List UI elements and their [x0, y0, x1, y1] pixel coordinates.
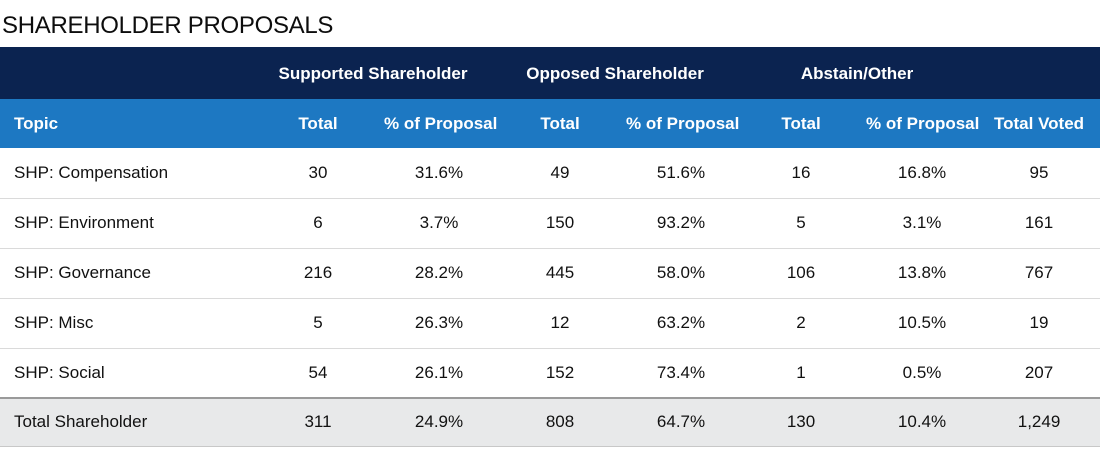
- topic-cell: SHP: Governance: [0, 248, 252, 299]
- group-header-spacer: [978, 47, 1100, 99]
- abstain-pct-cell: 10.5%: [866, 298, 979, 349]
- abstain-pct-cell: 16.8%: [866, 148, 979, 199]
- group-header-supported: Supported Shareholder: [278, 64, 468, 83]
- supported-pct-cell: 26.3%: [384, 298, 495, 349]
- table-row: SHP: Compensation 30 31.6% 49 51.6% 16 1…: [0, 148, 1100, 199]
- abstain-pct-cell: 13.8%: [866, 248, 979, 299]
- opposed-pct-cell: 51.6%: [626, 148, 737, 199]
- opposed-pct-cell: 73.4%: [626, 348, 737, 399]
- supported-pct-cell: 3.7%: [384, 198, 495, 249]
- table-row: SHP: Environment 6 3.7% 150 93.2% 5 3.1%…: [0, 198, 1100, 249]
- opposed-total-cell: 49: [494, 148, 627, 199]
- column-header-total-voted: Total Voted: [994, 113, 1085, 133]
- supported-pct-cell: 31.6%: [384, 148, 495, 199]
- opposed-total-cell: 152: [494, 348, 627, 399]
- total-voted-cell: 19: [978, 298, 1100, 349]
- topic-cell: SHP: Misc: [0, 298, 252, 349]
- table-row: SHP: Social 54 26.1% 152 73.4% 1 0.5% 20…: [0, 348, 1100, 399]
- total-opposed-pct-cell: 64.7%: [626, 397, 737, 447]
- shareholder-proposals-table: Supported Shareholder Opposed Shareholde…: [0, 47, 1100, 447]
- column-header-topic: Topic: [14, 113, 59, 133]
- total-abstain-total-cell: 130: [736, 397, 867, 447]
- abstain-total-cell: 2: [736, 298, 867, 349]
- table-row: SHP: Governance 216 28.2% 445 58.0% 106 …: [0, 248, 1100, 299]
- total-topic-cell: Total Shareholder: [0, 397, 252, 447]
- column-header-abstain-total: Total: [781, 113, 821, 133]
- total-abstain-pct-cell: 10.4%: [866, 397, 979, 447]
- opposed-pct-cell: 93.2%: [626, 198, 737, 249]
- total-supported-pct-cell: 24.9%: [384, 397, 495, 447]
- supported-pct-cell: 26.1%: [384, 348, 495, 399]
- total-voted-sum-cell: 1,249: [978, 397, 1100, 447]
- supported-total-cell: 216: [252, 248, 384, 299]
- page-title: SHAREHOLDER PROPOSALS: [2, 12, 334, 39]
- group-header-opposed: Opposed Shareholder: [526, 64, 704, 83]
- total-opposed-total-cell: 808: [494, 397, 627, 447]
- opposed-pct-cell: 58.0%: [626, 248, 737, 299]
- opposed-total-cell: 12: [494, 298, 627, 349]
- group-header-row: Supported Shareholder Opposed Shareholde…: [0, 47, 1100, 99]
- column-header-abstain-pct: % of Proposal: [866, 113, 980, 133]
- abstain-total-cell: 16: [736, 148, 867, 199]
- column-header-supported-pct: % of Proposal: [384, 113, 498, 133]
- abstain-pct-cell: 3.1%: [866, 198, 979, 249]
- abstain-total-cell: 1: [736, 348, 867, 399]
- opposed-total-cell: 150: [494, 198, 627, 249]
- topic-cell: SHP: Compensation: [0, 148, 252, 199]
- group-header-abstain: Abstain/Other: [800, 64, 914, 83]
- total-voted-cell: 161: [978, 198, 1100, 249]
- total-voted-cell: 767: [978, 248, 1100, 299]
- total-row: Total Shareholder 311 24.9% 808 64.7% 13…: [0, 397, 1100, 447]
- opposed-pct-cell: 63.2%: [626, 298, 737, 349]
- group-header-spacer: [0, 47, 252, 99]
- topic-cell: SHP: Environment: [0, 198, 252, 249]
- abstain-pct-cell: 0.5%: [866, 348, 979, 399]
- column-header-opposed-total: Total: [540, 113, 580, 133]
- total-voted-cell: 95: [978, 148, 1100, 199]
- table-row: SHP: Misc 5 26.3% 12 63.2% 2 10.5% 19: [0, 298, 1100, 349]
- supported-total-cell: 5: [252, 298, 384, 349]
- column-header-row: Topic Total % of Proposal Total % of Pro…: [0, 99, 1100, 148]
- supported-pct-cell: 28.2%: [384, 248, 495, 299]
- opposed-total-cell: 445: [494, 248, 627, 299]
- supported-total-cell: 54: [252, 348, 384, 399]
- abstain-total-cell: 5: [736, 198, 867, 249]
- topic-cell: SHP: Social: [0, 348, 252, 399]
- abstain-total-cell: 106: [736, 248, 867, 299]
- supported-total-cell: 30: [252, 148, 384, 199]
- column-header-supported-total: Total: [298, 113, 338, 133]
- column-header-opposed-pct: % of Proposal: [626, 113, 740, 133]
- total-supported-total-cell: 311: [252, 397, 384, 447]
- total-voted-cell: 207: [978, 348, 1100, 399]
- supported-total-cell: 6: [252, 198, 384, 249]
